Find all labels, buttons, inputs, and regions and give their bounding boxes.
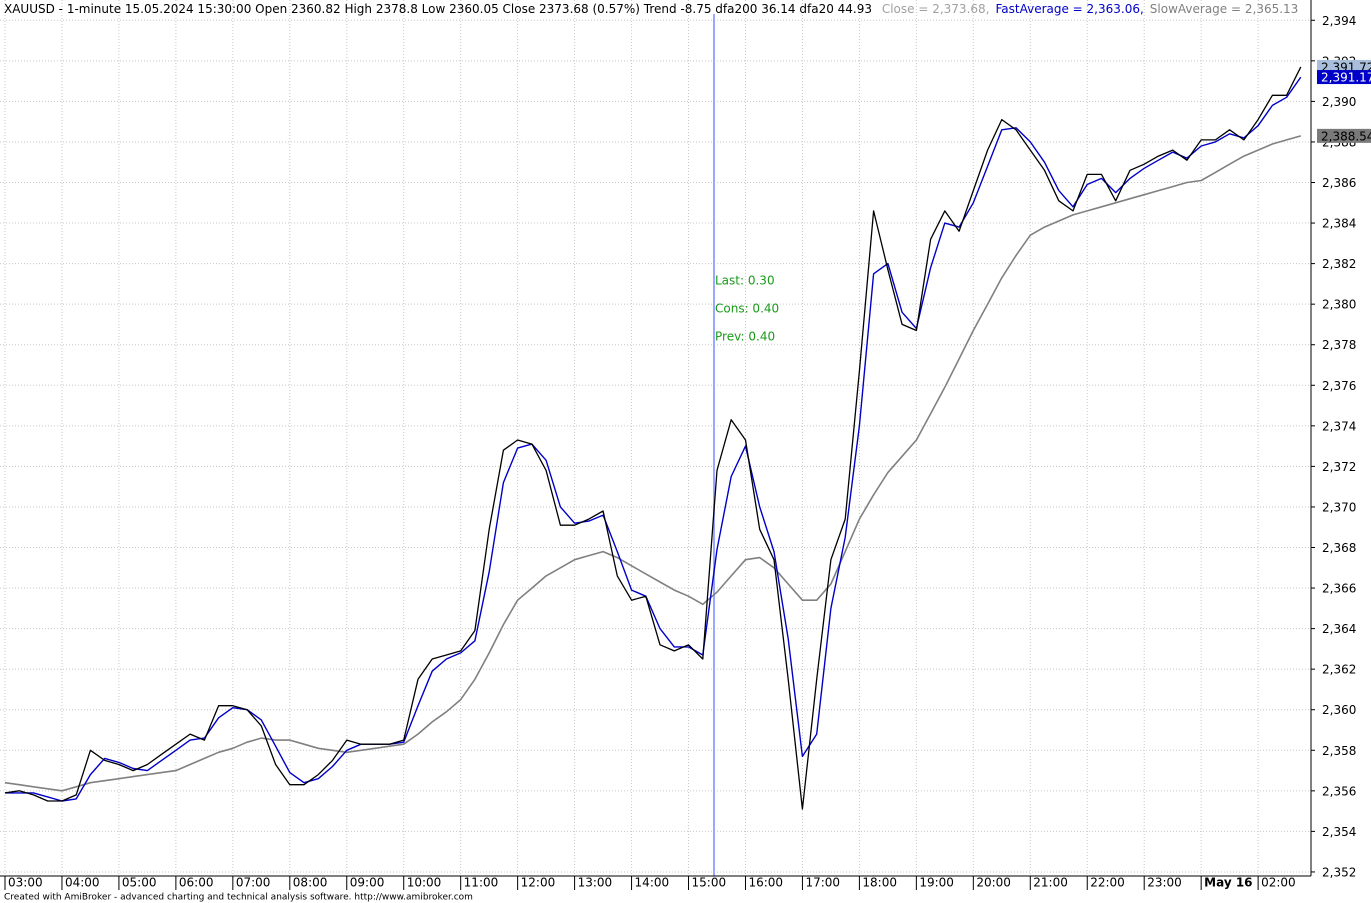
x-tick-label: 12:00: [521, 876, 556, 890]
y-tick-label: 2,374: [1322, 419, 1356, 433]
y-tick-label: 2,384: [1322, 217, 1356, 231]
grid: [0, 0, 1311, 876]
x-tick-label: 22:00: [1090, 876, 1125, 890]
footer: Created with AmiBroker - advanced charti…: [4, 893, 473, 903]
annotation: Cons: 0.40: [715, 302, 779, 316]
x-tick-label: May 16: [1204, 876, 1252, 890]
last-value-box: [1317, 128, 1371, 143]
annotation: Last: 0.30: [715, 274, 775, 288]
x-tick-label: 05:00: [122, 876, 157, 890]
x-tick-label: 04:00: [65, 876, 100, 890]
y-tick-label: 2,354: [1322, 825, 1356, 839]
y-tick-label: 2,376: [1322, 379, 1356, 393]
y-tick-label: 2,382: [1322, 257, 1356, 271]
y-tick-label: 2,372: [1322, 460, 1356, 474]
y-tick-label: 2,380: [1322, 298, 1356, 312]
x-tick-label: 19:00: [919, 876, 954, 890]
x-tick-label: 15:00: [692, 876, 727, 890]
axes: 2,352 2,354 2,356 2,358 2,360 2,362 2,364 2,366…: [4, 14, 1371, 890]
x-tick-label: 11:00: [464, 876, 499, 890]
x-tick-label: 08:00: [293, 876, 328, 890]
series-line: [4, 135, 1302, 792]
last-value-label: 2,388.54: [1321, 129, 1371, 143]
series-line: [4, 66, 1302, 810]
x-tick-label: 02:00: [1261, 876, 1296, 890]
x-tick-label: 07:00: [236, 876, 271, 890]
y-tick-label: 2,352: [1322, 865, 1356, 879]
y-tick-label: 2,356: [1322, 784, 1356, 798]
y-tick-label: 2,360: [1322, 703, 1356, 717]
y-tick-label: 2,390: [1322, 95, 1356, 109]
x-tick-label: 18:00: [862, 876, 897, 890]
x-tick-label: 14:00: [635, 876, 670, 890]
series-line: [5, 76, 1302, 802]
y-tick-label: 2,366: [1322, 582, 1356, 596]
x-tick-label: 03:00: [8, 876, 43, 890]
header: XAUUSD - 1-minute 15.05.2024 15:30:00 Op…: [4, 2, 1298, 16]
x-tick-label: 13:00: [578, 876, 613, 890]
y-tick-label: 2,370: [1322, 500, 1356, 514]
x-tick-label: 09:00: [350, 876, 385, 890]
plot: [4, 66, 1302, 810]
x-tick-label: 20:00: [976, 876, 1011, 890]
y-tick-label: 2,358: [1322, 744, 1356, 758]
x-tick-label: 06:00: [179, 876, 214, 890]
y-tick-label: 2,378: [1322, 338, 1356, 352]
x-tick-label: 16:00: [748, 876, 783, 890]
y-tick-label: 2,394: [1322, 14, 1356, 28]
last-value-box: [1317, 70, 1371, 85]
legend-entry: Close = 2,373.68,: [882, 2, 990, 16]
last-value-label: 2,391.17: [1321, 71, 1371, 85]
y-tick-label: 2,364: [1322, 622, 1356, 636]
x-tick-label: 17:00: [805, 876, 840, 890]
y-tick-label: 2,362: [1322, 663, 1356, 677]
legend-entry: SlowAverage = 2,365.13: [1150, 2, 1299, 16]
y-tick-label: 2,386: [1322, 176, 1356, 190]
chart-title: XAUUSD - 1-minute 15.05.2024 15:30:00 Op…: [4, 2, 872, 16]
legend-entry: FastAverage = 2,363.06,: [995, 2, 1143, 16]
x-tick-label: 21:00: [1033, 876, 1068, 890]
annotation: Prev: 0.40: [715, 330, 775, 344]
x-tick-label: 23:00: [1147, 876, 1182, 890]
x-tick-label: 10:00: [407, 876, 442, 890]
y-tick-label: 2,368: [1322, 541, 1356, 555]
